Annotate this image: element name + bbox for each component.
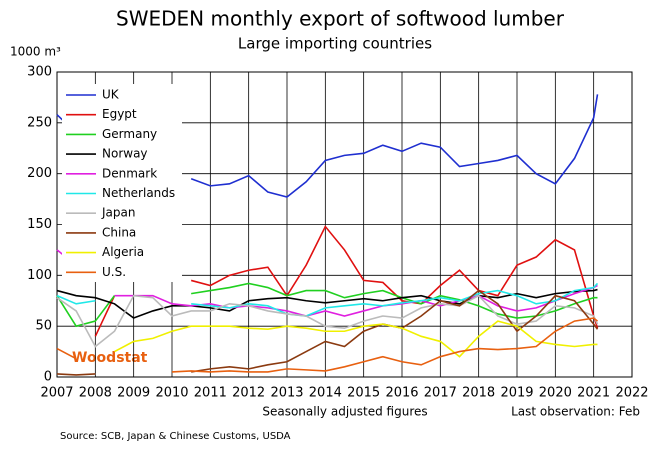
x-tick-label: 2012 xyxy=(232,386,265,401)
x-tick-label: 2007 xyxy=(40,386,73,401)
legend-label: Denmark xyxy=(102,166,157,180)
x-tick-label: 2011 xyxy=(194,386,227,401)
x-tick-label: 2008 xyxy=(79,386,112,401)
source: Source: SCB, Japan & Chinese Customs, US… xyxy=(60,431,291,442)
series-line xyxy=(56,294,599,348)
chart-title: SWEDEN monthly export of softwood lumber xyxy=(116,7,565,31)
y-tick-label: 50 xyxy=(35,319,52,334)
legend-box xyxy=(62,84,182,282)
series-line xyxy=(56,282,599,317)
legend-label: UK xyxy=(102,88,120,102)
x-tick-label: 2009 xyxy=(117,386,150,401)
x-tick-label: 2017 xyxy=(424,386,457,401)
legend-label: Egypt xyxy=(102,107,137,121)
y-tick-label: 250 xyxy=(27,115,52,130)
y-unit: 1000 m³ xyxy=(10,45,61,59)
x-tick-label: 2016 xyxy=(385,386,418,401)
legend-label: Japan xyxy=(101,206,135,220)
legend-label: Netherlands xyxy=(102,186,175,200)
legend-label: U.S. xyxy=(102,265,126,279)
x-tick-label: 2015 xyxy=(347,386,380,401)
x-tick-label: 2013 xyxy=(270,386,303,401)
x-tick-label: 2022 xyxy=(615,386,648,401)
brand: Woodstat xyxy=(72,350,148,366)
x-tick-label: 2018 xyxy=(462,386,495,401)
x-label: Seasonally adjusted figures xyxy=(262,405,427,419)
x-tick-label: 2010 xyxy=(155,386,188,401)
legend-label: Norway xyxy=(102,147,148,161)
y-tick-label: 150 xyxy=(27,217,52,232)
chart-subtitle: Large importing countries xyxy=(238,35,432,53)
x-tick-label: 2014 xyxy=(309,386,342,401)
y-tick-label: 100 xyxy=(27,268,52,283)
x-tick-label: 2021 xyxy=(577,386,610,401)
y-tick-label: 300 xyxy=(27,65,52,80)
legend-label: Algeria xyxy=(102,245,144,259)
legend-label: China xyxy=(102,225,136,239)
series-line xyxy=(56,317,598,373)
series-line xyxy=(56,282,598,328)
note: Last observation: Feb xyxy=(511,405,640,419)
series-line xyxy=(114,320,598,358)
y-tick-label: 0 xyxy=(44,370,52,385)
series-line xyxy=(56,288,598,319)
x-tick-label: 2020 xyxy=(539,386,572,401)
x-tick-label: 2019 xyxy=(500,386,533,401)
legend-label: Germany xyxy=(102,127,157,141)
y-tick-label: 200 xyxy=(27,166,52,181)
